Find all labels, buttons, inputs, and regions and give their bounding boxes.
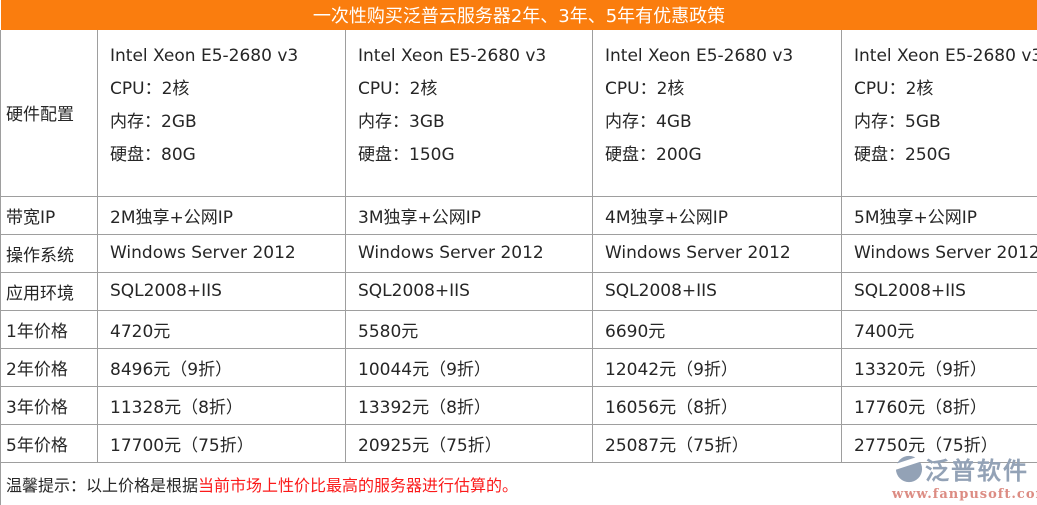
cpu-model: Intel Xeon E5-2680 v3 <box>605 46 794 66</box>
hardware-cell-plan3: Intel Xeon E5-2680 v3 CPU：2核 内存：4GB 硬盘：2… <box>592 30 842 197</box>
row-label-app-env: 应用环境 <box>0 271 98 311</box>
fanpu-logo-icon <box>889 453 929 486</box>
fanpu-logo-watermark: 泛普软件 www.fanpusoft.com <box>889 453 1037 502</box>
footer-tip-highlight: 当前市场上性价比最高的服务器进行估算的。 <box>198 475 519 495</box>
logo-row: 泛普软件 <box>889 453 1032 486</box>
row-label-hardware: 硬件配置 <box>0 30 98 197</box>
cpu-cores: CPU：2核 <box>110 79 190 99</box>
bandwidth-row: 带宽IP 2M独享+公网IP 3M独享+公网IP 4M独享+公网IP 5M独享+… <box>0 195 1037 235</box>
bandwidth-plan3: 4M独享+公网IP <box>592 195 842 235</box>
promo-banner: 一次性购买泛普云服务器2年、3年、5年有优惠政策 <box>0 0 1037 30</box>
bandwidth-plan1: 2M独享+公网IP <box>97 195 346 235</box>
price-5year-row: 5年价格 17700元（75折） 20925元（75折） 25087元（75折）… <box>0 423 1037 463</box>
row-label-price-1year: 1年价格 <box>0 309 98 349</box>
disk: 硬盘：80G <box>110 145 196 165</box>
price-3year-plan3: 16056元（8折） <box>592 385 842 425</box>
row-label-price-5year: 5年价格 <box>0 423 98 463</box>
price-3year-plan1: 11328元（8折） <box>97 385 346 425</box>
price-3year-row: 3年价格 11328元（8折） 13392元（8折） 16056元（8折） 17… <box>0 385 1037 425</box>
disk: 硬盘：200G <box>605 145 702 165</box>
disk: 硬盘：150G <box>358 145 455 165</box>
price-5year-plan1: 17700元（75折） <box>97 423 346 463</box>
bandwidth-plan4: 5M独享+公网IP <box>840 195 1037 235</box>
app-env-plan1: SQL2008+IIS <box>97 271 346 311</box>
price-5year-plan2: 20925元（75折） <box>345 423 593 463</box>
price-5year-plan4: 27750元（75折） <box>840 423 1037 463</box>
row-label-os: 操作系统 <box>0 233 98 273</box>
footer-tip-prefix: 温馨提示：以上价格是根据 <box>6 475 199 495</box>
app-env-plan4: SQL2008+IIS <box>840 271 1037 311</box>
price-2year-plan4: 13320元（9折） <box>840 347 1037 387</box>
footer-tip-row: 温馨提示：以上价格是根据当前市场上性价比最高的服务器进行估算的。 <box>0 461 1037 505</box>
price-2year-plan1: 8496元（9折） <box>97 347 346 387</box>
os-plan2: Windows Server 2012 <box>345 233 593 273</box>
logo-company-name: 泛普软件 <box>925 455 1029 485</box>
cpu-cores: CPU：2核 <box>854 79 934 99</box>
price-2year-plan2: 10044元（9折） <box>345 347 593 387</box>
app-env-row: 应用环境 SQL2008+IIS SQL2008+IIS SQL2008+IIS… <box>0 271 1037 311</box>
price-1year-row: 1年价格 4720元 5580元 6690元 7400元 <box>0 309 1037 349</box>
price-3year-plan2: 13392元（8折） <box>345 385 593 425</box>
os-row: 操作系统 Windows Server 2012 Windows Server … <box>0 233 1037 273</box>
price-5year-plan3: 25087元（75折） <box>592 423 842 463</box>
price-1year-plan3: 6690元 <box>592 309 842 349</box>
row-label-price-3year: 3年价格 <box>0 385 98 425</box>
price-2year-row: 2年价格 8496元（9折） 10044元（9折） 12042元（9折） 133… <box>0 347 1037 387</box>
price-2year-plan3: 12042元（9折） <box>592 347 842 387</box>
footer-tip: 温馨提示：以上价格是根据当前市场上性价比最高的服务器进行估算的。 <box>0 461 1037 505</box>
hardware-cell-plan2: Intel Xeon E5-2680 v3 CPU：2核 内存：3GB 硬盘：1… <box>345 30 593 197</box>
row-label-bandwidth: 带宽IP <box>0 195 98 235</box>
memory: 内存：3GB <box>358 112 445 132</box>
price-1year-plan4: 7400元 <box>840 309 1037 349</box>
memory: 内存：4GB <box>605 112 692 132</box>
memory: 内存：2GB <box>110 112 197 132</box>
os-plan4: Windows Server 2012 <box>840 233 1037 273</box>
disk: 硬盘：250G <box>854 145 951 165</box>
cpu-model: Intel Xeon E5-2680 v3 <box>854 46 1037 66</box>
hardware-row: 硬件配置 Intel Xeon E5-2680 v3 CPU：2核 内存：2GB… <box>0 30 1037 197</box>
os-plan1: Windows Server 2012 <box>97 233 346 273</box>
bandwidth-plan2: 3M独享+公网IP <box>345 195 593 235</box>
app-env-plan3: SQL2008+IIS <box>592 271 842 311</box>
hardware-cell-plan1: Intel Xeon E5-2680 v3 CPU：2核 内存：2GB 硬盘：8… <box>97 30 346 197</box>
cpu-model: Intel Xeon E5-2680 v3 <box>358 46 547 66</box>
app-env-plan2: SQL2008+IIS <box>345 271 593 311</box>
price-1year-plan1: 4720元 <box>97 309 346 349</box>
hardware-cell-plan4: Intel Xeon E5-2680 v3 CPU：2核 内存：5GB 硬盘：2… <box>840 30 1037 197</box>
price-1year-plan2: 5580元 <box>345 309 593 349</box>
os-plan3: Windows Server 2012 <box>592 233 842 273</box>
cpu-model: Intel Xeon E5-2680 v3 <box>110 46 299 66</box>
cpu-cores: CPU：2核 <box>605 79 685 99</box>
memory: 内存：5GB <box>854 112 941 132</box>
promo-banner-text: 一次性购买泛普云服务器2年、3年、5年有优惠政策 <box>0 0 1037 30</box>
row-label-price-2year: 2年价格 <box>0 347 98 387</box>
cpu-cores: CPU：2核 <box>358 79 438 99</box>
logo-website-url: www.fanpusoft.com <box>892 487 1037 502</box>
price-3year-plan4: 17760元（8折） <box>840 385 1037 425</box>
